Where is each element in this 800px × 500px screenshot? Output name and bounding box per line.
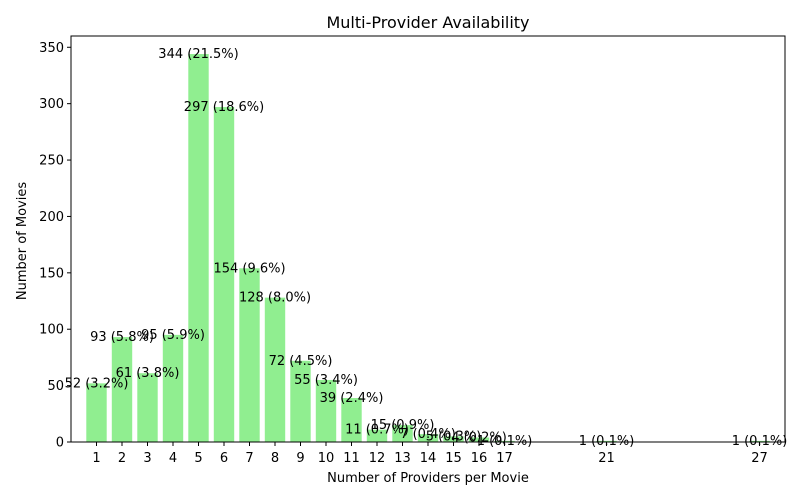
x-tick-label: 27: [751, 451, 768, 466]
x-tick-label: 14: [420, 451, 437, 466]
data-label: 1 (0.1%): [732, 434, 788, 449]
bars-layer: [86, 54, 770, 443]
bar: [264, 297, 286, 442]
x-tick-label: 3: [143, 451, 151, 466]
x-tick-label: 17: [496, 451, 513, 466]
bar: [137, 373, 158, 442]
x-tick-label: 21: [598, 451, 615, 466]
bar: [290, 360, 311, 442]
y-tick-label: 150: [39, 266, 64, 281]
data-label: 344 (21.5%): [158, 47, 238, 62]
bar: [188, 54, 209, 443]
bar: [596, 440, 617, 442]
data-label: 93 (5.8%): [90, 330, 154, 345]
data-label: 128 (8.0%): [239, 291, 311, 306]
data-label: 1 (0.1%): [477, 434, 533, 449]
bar: [162, 334, 184, 442]
bar: [213, 107, 235, 443]
bar: [366, 429, 388, 442]
x-tick-label: 2: [118, 451, 126, 466]
data-label: 61 (3.8%): [116, 366, 180, 381]
y-tick-label: 50: [47, 379, 64, 394]
data-label: 55 (3.4%): [294, 373, 358, 388]
x-tick-label: 9: [296, 451, 304, 466]
data-label: 5 (0.3%): [426, 429, 482, 444]
x-tick-label: 11: [343, 451, 360, 466]
data-label: 15 (0.9%): [371, 418, 435, 433]
bar: [111, 337, 133, 442]
data-label: 72 (4.5%): [269, 354, 333, 369]
y-tick-label: 0: [56, 436, 64, 451]
x-tick-label: 6: [220, 451, 228, 466]
data-label: 7 (0.4%): [400, 427, 456, 442]
y-tick-label: 250: [39, 154, 64, 169]
data-label: 1 (0.1%): [579, 434, 635, 449]
data-label: 11 (0.7%): [345, 423, 409, 438]
y-tick-label: 200: [39, 210, 64, 225]
data-label: 95 (5.9%): [141, 328, 205, 343]
bar: [86, 383, 107, 442]
bar: [315, 379, 337, 442]
x-tick-label: 12: [369, 451, 386, 466]
chart-title: Multi-Provider Availability: [326, 13, 529, 32]
x-tick-label: 5: [194, 451, 202, 466]
x-tick-label: 8: [271, 451, 279, 466]
bar: [749, 440, 770, 442]
x-tick-label: 4: [169, 451, 177, 466]
data-label: 154 (9.6%): [213, 261, 285, 276]
y-axis-title: Number of Movies: [15, 182, 30, 300]
x-tick-label: 10: [318, 451, 335, 466]
bar: [494, 440, 515, 442]
bar: [417, 434, 439, 442]
data-label: 297 (18.6%): [184, 100, 264, 115]
x-axis-title: Number of Providers per Movie: [327, 471, 529, 486]
y-tick-label: 100: [39, 323, 64, 338]
y-tick-label: 350: [39, 41, 64, 56]
bar: [443, 436, 464, 442]
x-tick-label: 7: [245, 451, 253, 466]
data-label: 52 (3.2%): [65, 376, 129, 391]
x-tick-label: 16: [471, 451, 488, 466]
bar: [468, 437, 490, 442]
x-tick-label: 1: [92, 451, 100, 466]
bar: [341, 398, 362, 442]
y-tick-label: 300: [39, 97, 64, 112]
data-label: 39 (2.4%): [320, 391, 384, 406]
x-tick-label: 13: [394, 451, 411, 466]
bar: [239, 268, 260, 442]
x-tick-label: 15: [445, 451, 462, 466]
data-labels-layer: 52 (3.2%) 93 (5.8%) 61 (3.8%) 95 (5.9%) 344 …: [65, 47, 788, 449]
bar: [392, 425, 413, 442]
